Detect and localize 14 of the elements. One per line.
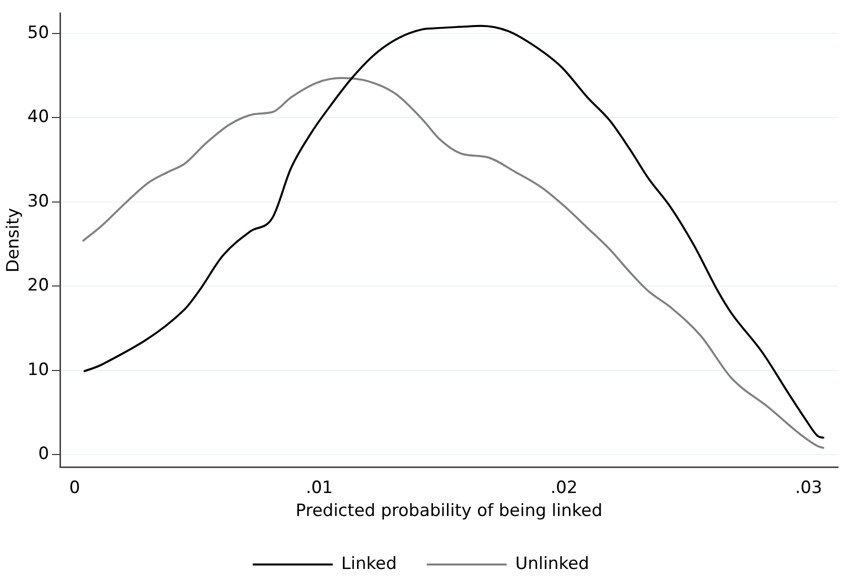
legend-label: Linked [341,554,397,574]
legend-label: Unlinked [515,554,590,574]
x-axis-title: Predicted probability of being linked [296,501,602,522]
y-tick-label: 20 [27,276,50,296]
x-tick-label: .02 [550,478,578,498]
x-tick-label: .03 [795,478,822,498]
y-tick-label: 10 [27,360,50,380]
y-axis-title: Density [4,208,24,273]
x-tick-label: 0 [69,478,80,498]
y-tick-label: 30 [27,191,50,212]
y-tick-label: 0 [38,444,50,464]
y-tick-label: 40 [27,107,50,128]
y-tick-label: 50 [27,22,50,43]
x-tick-label: .01 [306,478,333,498]
